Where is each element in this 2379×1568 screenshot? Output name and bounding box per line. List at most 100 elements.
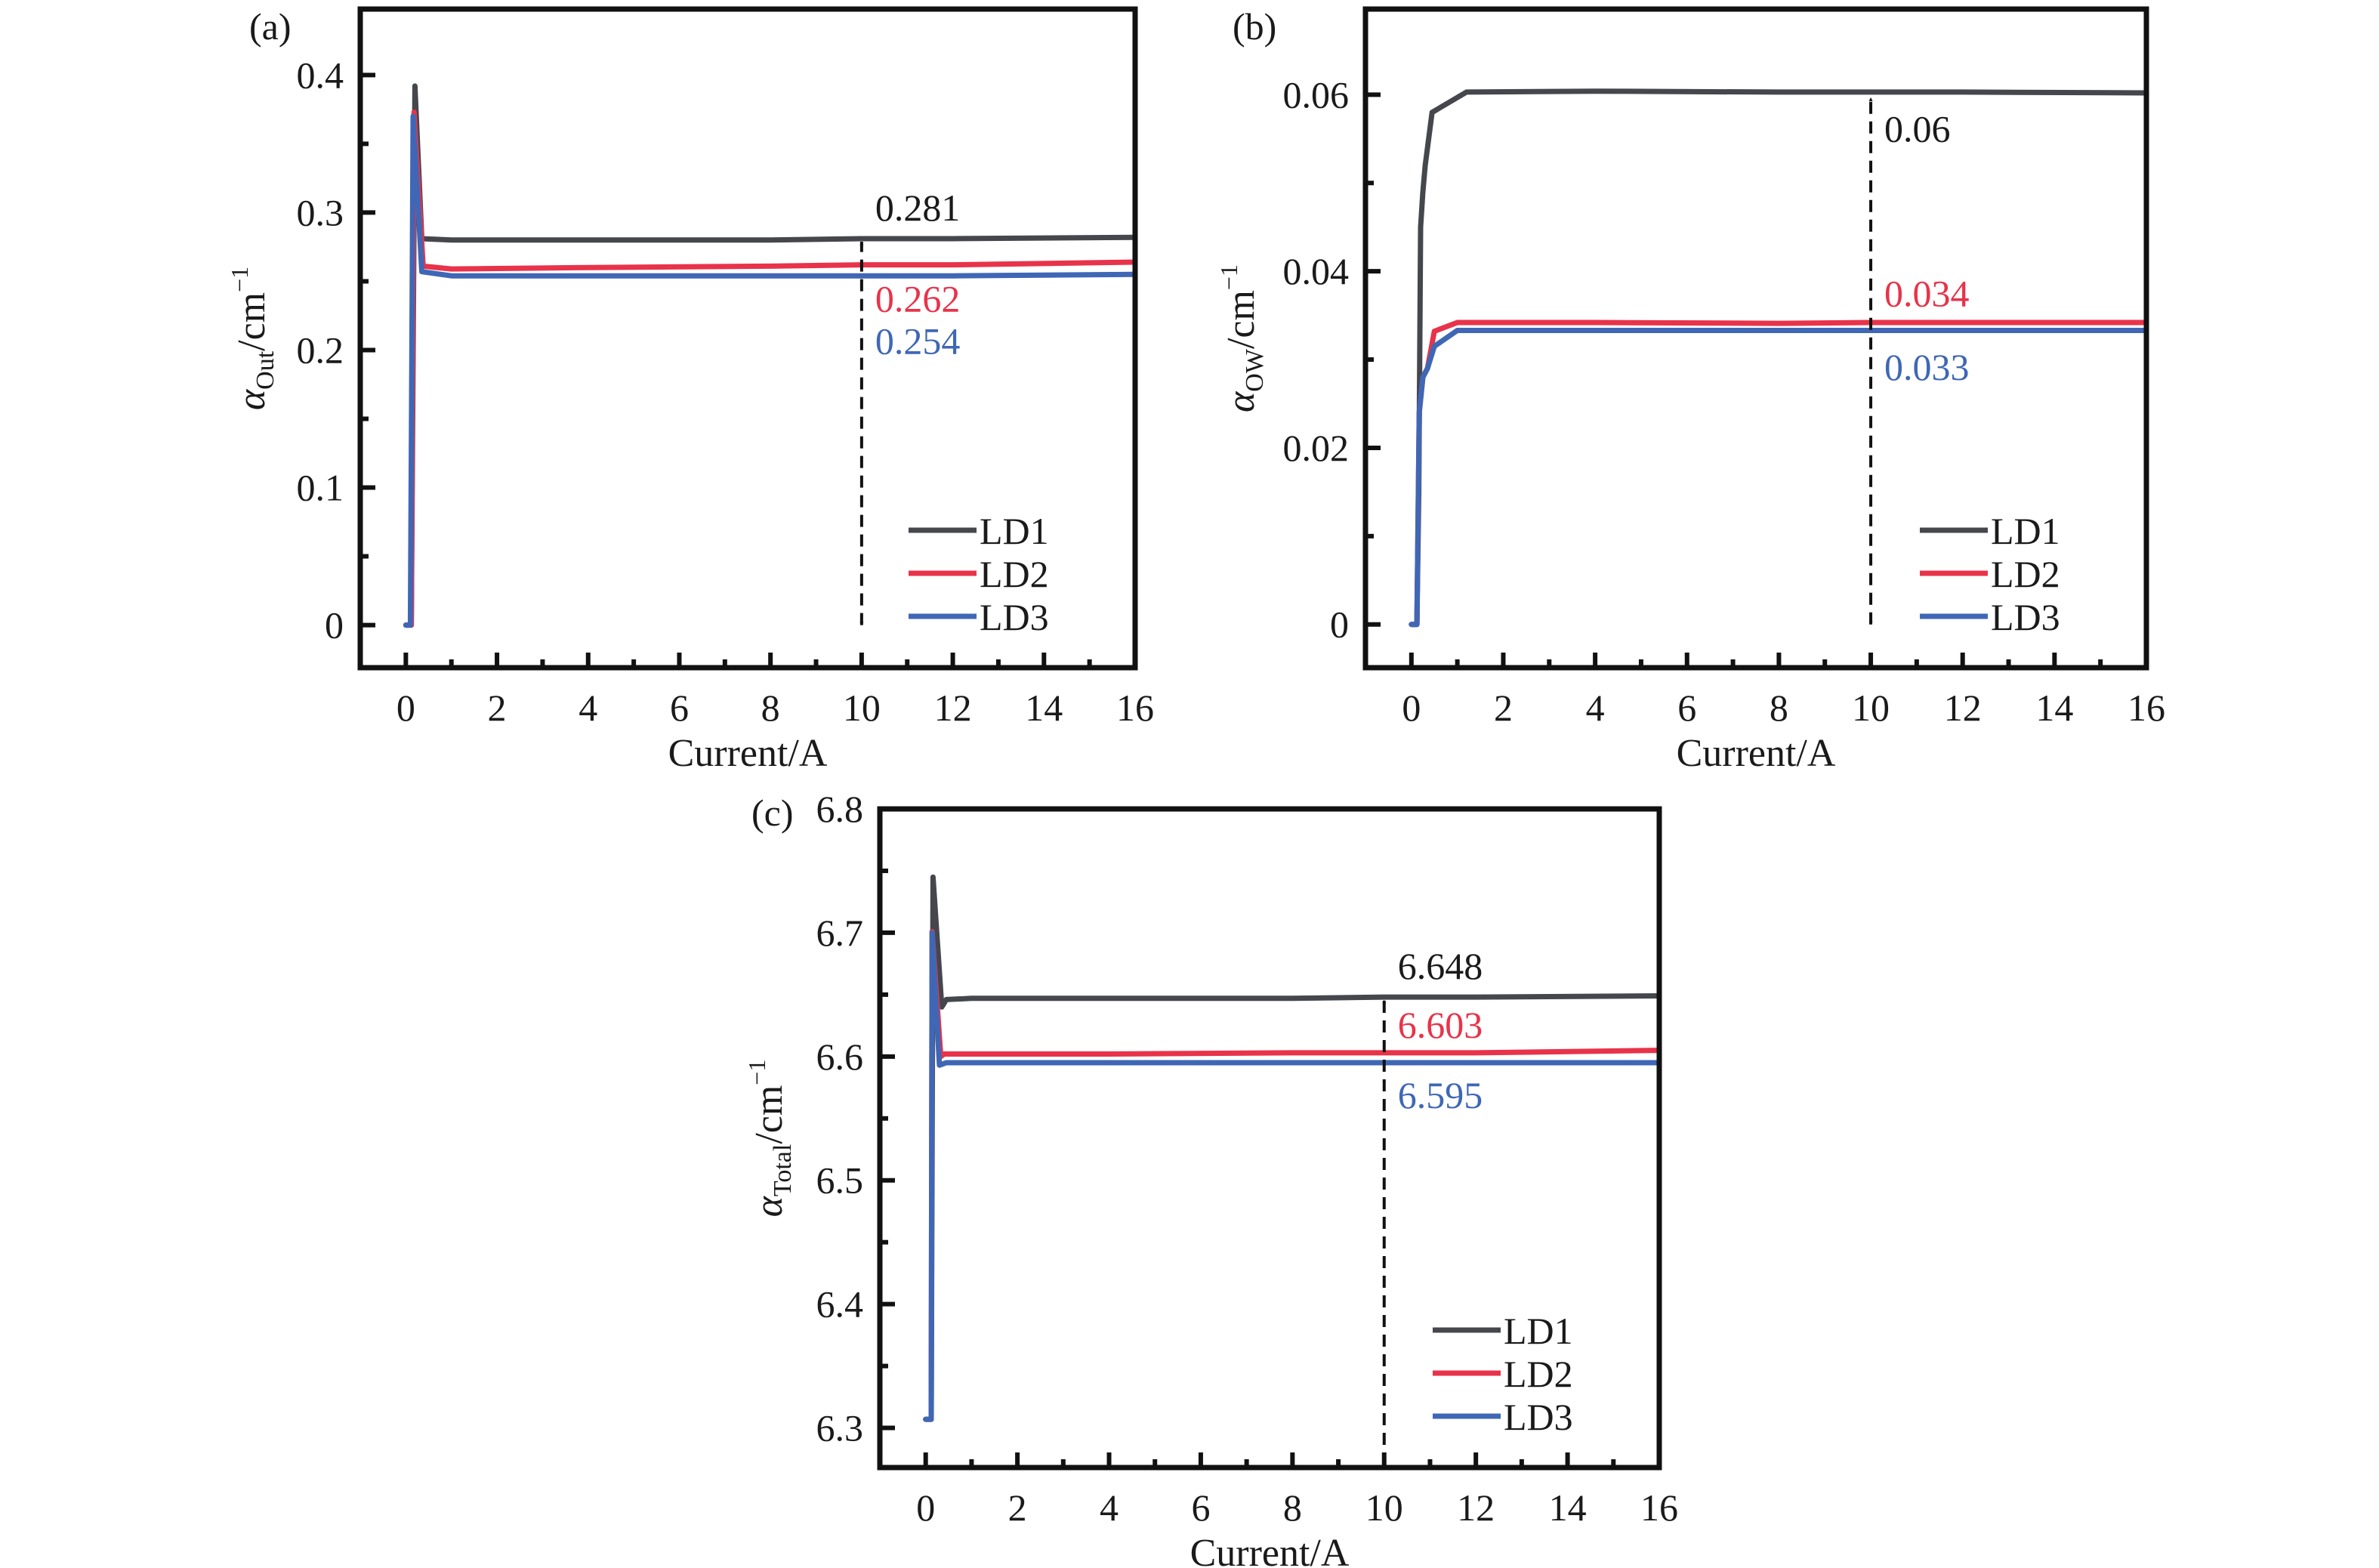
value-annotation-ld3: 0.254 <box>875 320 961 363</box>
value-annotation-ld2: 6.603 <box>1398 1004 1483 1046</box>
series-group <box>403 83 1135 628</box>
x-tick-label: 10 <box>843 687 881 729</box>
x-tick-label: 8 <box>1770 687 1788 729</box>
y-tick-label: 0.06 <box>1283 73 1350 116</box>
legend-label: LD1 <box>1991 510 2060 552</box>
x-tick-label: 16 <box>1640 1486 1678 1529</box>
y-axis-unit: /cm <box>1220 290 1263 349</box>
legend-item: LD1 <box>909 510 1049 552</box>
y-axis-title: αOut/cm−1 <box>226 267 279 410</box>
legend-item: LD3 <box>1433 1396 1573 1438</box>
value-annotation-ld2: 0.034 <box>1884 272 1970 314</box>
y-tick-label: 0 <box>1330 603 1349 646</box>
legend-label: LD2 <box>980 553 1049 595</box>
value-annotation-ld2: 0.262 <box>875 278 961 320</box>
x-tick-label: 16 <box>1116 687 1154 729</box>
panel-c: (c) 0 2 4 6 8 10 12 14 16 6.3 6.4 6.5 6.6 6.7 6.8 Curren… <box>743 788 1678 1568</box>
y-tick-label: 0.04 <box>1283 250 1350 292</box>
series-group <box>1409 88 2146 628</box>
y-tick-label: 6.4 <box>816 1283 864 1326</box>
y-tick-label: 0.1 <box>297 467 344 509</box>
x-tick-label: 2 <box>1494 687 1513 729</box>
axis-frame <box>357 6 1138 671</box>
axis-frame <box>877 806 1662 1471</box>
x-tick-label: 8 <box>761 687 780 729</box>
y-tick-label: 6.3 <box>816 1407 864 1449</box>
value-annotation-ld3: 0.033 <box>1884 346 1970 388</box>
y-tick-label: 0.3 <box>297 191 344 233</box>
x-tick-label: 10 <box>1852 687 1890 729</box>
y-axis-superscript: −1 <box>226 267 253 292</box>
x-tick-label: 0 <box>916 1486 935 1529</box>
x-tick-label: 2 <box>1008 1486 1027 1529</box>
y-axis-unit: /cm <box>230 292 273 351</box>
y-axis-symbol: α <box>230 388 273 410</box>
x-tick-label: 6 <box>1191 1486 1210 1529</box>
x-tick-label: 4 <box>1100 1486 1119 1529</box>
y-tick-label: 0 <box>325 604 344 647</box>
x-tick-label: 0 <box>1402 687 1421 729</box>
x-tick-label: 12 <box>934 687 972 729</box>
value-annotation-ld1: 6.648 <box>1398 945 1483 987</box>
y-tick-label: 0.2 <box>297 329 344 371</box>
legend-label: LD3 <box>980 596 1049 638</box>
x-axis-title: Current/A <box>1190 1532 1350 1568</box>
y-axis-title: αOW/cm−1 <box>1215 264 1269 412</box>
series-line-ld3 <box>403 113 1135 628</box>
panel-label: (a) <box>249 5 292 48</box>
legend-item: LD1 <box>1920 510 2060 552</box>
y-axis-subscript: Out <box>251 350 279 390</box>
series-line-ld3 <box>1409 328 2146 628</box>
y-tick-label: 6.8 <box>816 788 864 830</box>
y-axis-subscript: Total <box>769 1144 797 1196</box>
x-tick-label: 6 <box>670 687 689 729</box>
x-axis-title: Current/A <box>668 732 828 775</box>
legend-label: LD1 <box>1504 1310 1573 1352</box>
legend-item: LD2 <box>1433 1353 1573 1395</box>
legend-label: LD3 <box>1504 1396 1573 1438</box>
legend-item: LD2 <box>1920 553 2060 595</box>
x-tick-label: 2 <box>488 687 507 729</box>
x-axis-title: Current/A <box>1677 732 1836 775</box>
x-tick-label: 4 <box>579 687 597 729</box>
x-tick-label: 8 <box>1283 1486 1302 1529</box>
x-tick-label: 14 <box>2035 687 2073 729</box>
series-line-ld3 <box>923 930 1659 1422</box>
x-tick-label: 14 <box>1025 687 1063 729</box>
y-axis-title: αTotal/cm−1 <box>743 1060 797 1218</box>
legend-label: LD1 <box>980 510 1049 552</box>
panel-b: (b) 0 2 4 6 8 10 12 14 16 0 0.02 0.04 0.06 Current/A αO… <box>1215 5 2165 775</box>
y-tick-label: 6.7 <box>816 912 864 954</box>
x-tick-label: 6 <box>1677 687 1696 729</box>
panel-a: (a) 0 2 4 6 8 10 12 14 16 0 0.1 0.2 0.3 0.4 Current/A αO… <box>226 5 1154 775</box>
x-tick-label: 0 <box>396 687 415 729</box>
legend-item: LD1 <box>1433 1310 1573 1352</box>
y-tick-label: 0.4 <box>297 54 344 96</box>
x-tick-label: 14 <box>1549 1486 1587 1529</box>
y-axis-subscript: OW <box>1241 348 1269 392</box>
legend-label: LD2 <box>1504 1353 1573 1395</box>
x-tick-label: 12 <box>1457 1486 1495 1529</box>
legend-label: LD3 <box>1991 596 2060 638</box>
y-tick-label: 0.02 <box>1283 427 1350 469</box>
value-annotation-ld1: 0.281 <box>875 187 961 229</box>
value-annotation-ld3: 6.595 <box>1398 1074 1483 1116</box>
x-tick-label: 12 <box>1944 687 1982 729</box>
y-axis-superscript: −1 <box>1215 264 1242 290</box>
y-tick-label: 6.5 <box>816 1159 864 1202</box>
y-axis-symbol: α <box>748 1195 791 1217</box>
legend-item: LD3 <box>1920 596 2060 638</box>
y-axis-unit: /cm <box>748 1085 791 1144</box>
legend-item: LD2 <box>909 553 1049 595</box>
series-group <box>923 874 1659 1422</box>
x-tick-label: 10 <box>1365 1486 1403 1529</box>
x-tick-label: 4 <box>1586 687 1605 729</box>
axis-frame <box>1362 6 2149 671</box>
panel-label: (c) <box>751 792 794 834</box>
y-axis-superscript: −1 <box>743 1060 770 1085</box>
y-tick-label: 6.6 <box>816 1036 864 1078</box>
